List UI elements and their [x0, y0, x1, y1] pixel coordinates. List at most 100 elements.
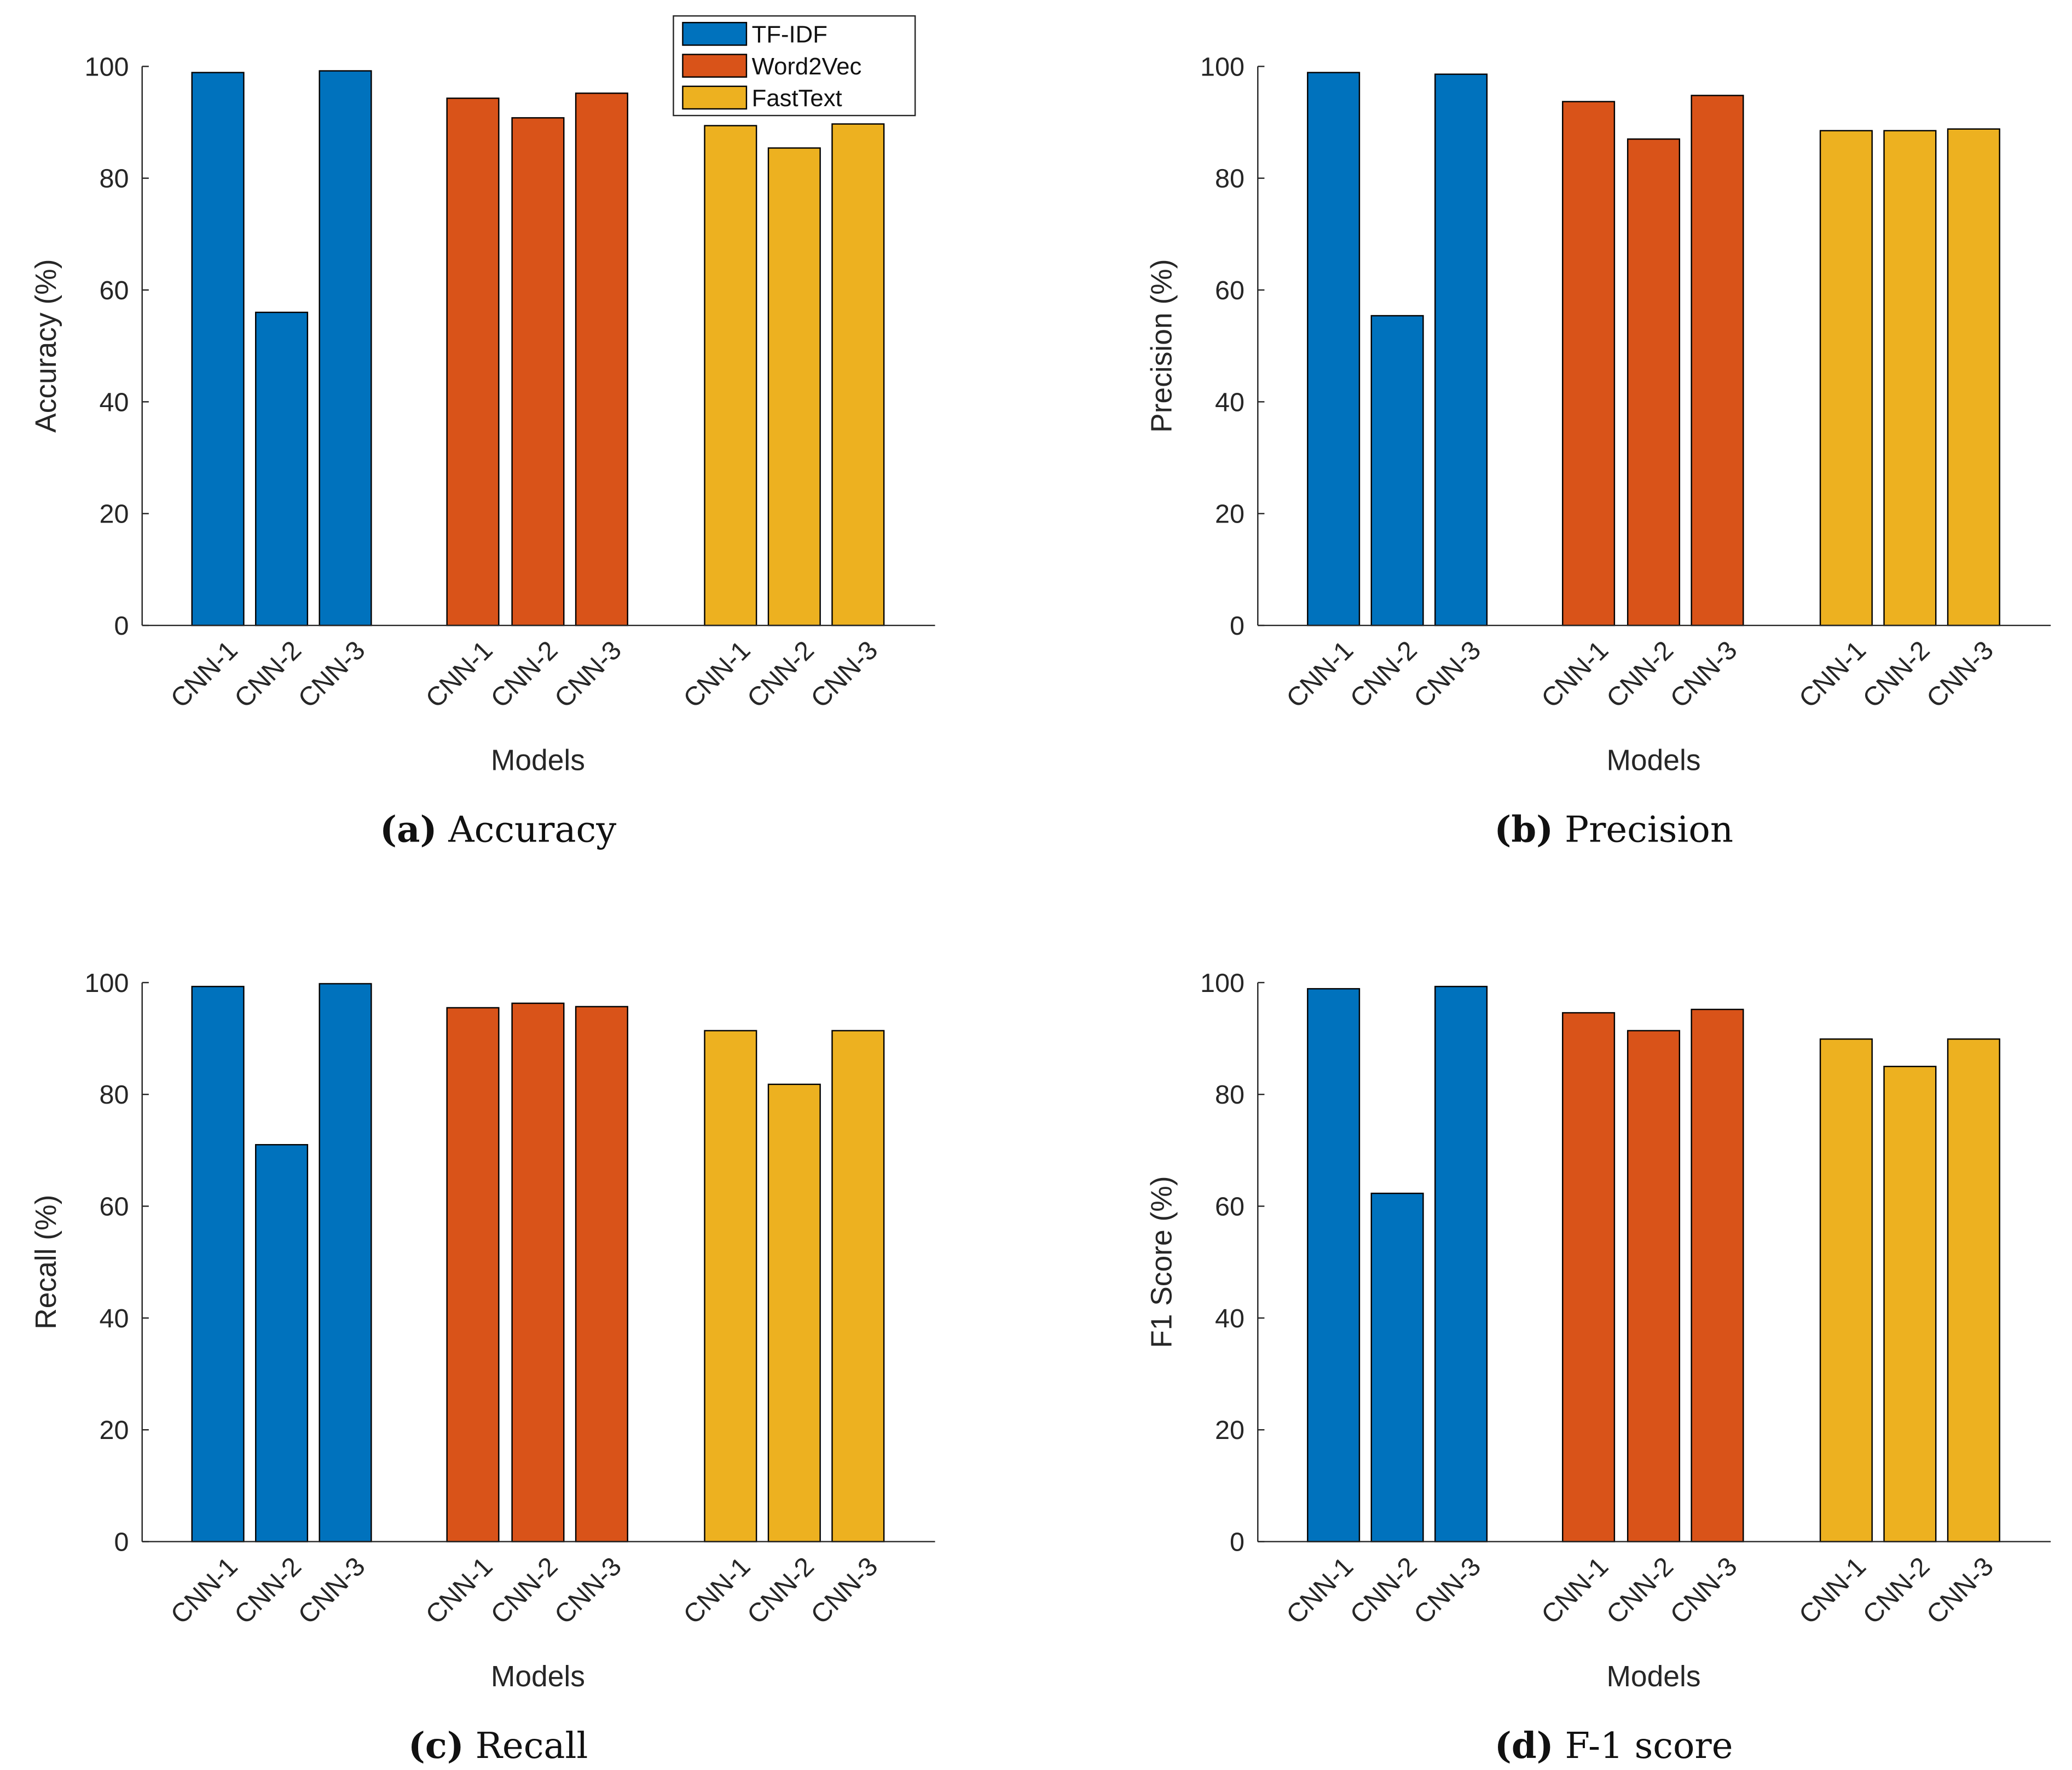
bar-fasttext-cnn-2: FastText CNN-2: 81.8 — [767, 1083, 821, 1542]
bar-tf-idf-cnn-2: TF-IDF CNN-2: 55.4 — [1370, 315, 1424, 626]
chart-3: TF-IDF CNN-1: 99.3 CNN-1 TF-IDF CNN-2: 71 C… — [30, 968, 935, 1767]
y-tick-label: 0 — [1230, 1528, 1245, 1557]
chart-caption: (a) Accuracy — [380, 809, 616, 851]
bar-word2vec-cnn-1: Word2Vec CNN-1: 94.3 — [446, 97, 500, 626]
chart-2: TF-IDF CNN-1: 98.9 CNN-1 TF-IDF CNN-2: 55.… — [1146, 52, 2051, 851]
x-tick-label: CNN-3 — [1665, 635, 1743, 713]
y-tick-label: 40 — [99, 1304, 129, 1333]
chart-4: TF-IDF CNN-1: 98.9CNN-1TF-IDF CNN-2: 62.… — [1146, 968, 2051, 1767]
x-tick-label: CNN-3 — [805, 1552, 883, 1630]
bar-fasttext-cnn-2: FastText CNN-2: 88.5 — [1883, 130, 1937, 626]
x-tick-label: CNN-3 — [1408, 1552, 1486, 1630]
y-axis-label: F1 Score (%) — [1146, 1176, 1178, 1348]
bar-tf-idf-cnn-3: TF-IDF CNN-3: 99.8 — [319, 983, 372, 1542]
bar-tf-idf-cnn-1: TF-IDF CNN-1: 98.9 — [191, 72, 245, 626]
bar-word2vec-cnn-3: Word2Vec CNN-3: 95.2 — [575, 92, 628, 626]
x-tick-label: CNN-3 — [293, 1552, 371, 1630]
bar-tf-idf-cnn-3: TF-IDF CNN-3: 99.2 — [319, 70, 372, 626]
y-tick-label: 80 — [1215, 1080, 1245, 1110]
legend: TF-IDF Word2Vec FastText — [673, 15, 916, 117]
x-tick-label: CNN-3 — [805, 635, 883, 713]
bar-tf-idf-cnn-2: TF-IDF CNN-2: 71 — [255, 1144, 309, 1542]
x-axis-label: Models — [491, 745, 585, 777]
x-tick-label: CNN-2 — [1601, 635, 1679, 713]
x-tick-label: CNN-2 — [229, 1552, 307, 1630]
legend-label: Word2Vec — [752, 53, 862, 80]
x-tick-label: CNN-2 — [1345, 635, 1423, 713]
y-tick-label: 100 — [85, 968, 129, 998]
bar-word2vec-cnn-1: Word2Vec CNN-1: 95.5 — [446, 1007, 500, 1542]
x-tick-label: CNN-3 — [1921, 635, 1999, 713]
bar-fasttext-cnn-3: FastText CNN-3: 89.9 — [1947, 1038, 2000, 1542]
y-tick-label: 0 — [1230, 611, 1245, 641]
chart-caption: (b) Precision — [1494, 809, 1733, 851]
y-tick-label: 80 — [99, 1080, 129, 1110]
legend-label: FastText — [752, 85, 842, 112]
caption-text: Precision — [1553, 809, 1733, 851]
y-tick-label: 60 — [99, 1192, 129, 1222]
y-axis-label: Accuracy (%) — [30, 259, 62, 433]
x-tick-label: CNN-2 — [742, 635, 820, 713]
x-tick-label: CNN-1 — [165, 635, 244, 713]
caption-tag: (a) — [380, 809, 437, 851]
x-tick-label: CNN-3 — [1921, 1552, 1999, 1630]
y-tick-label: 40 — [99, 387, 129, 417]
y-tick-label: 20 — [99, 1415, 129, 1445]
y-tick-label: 20 — [1215, 1415, 1245, 1445]
x-axis-label: Models — [491, 1661, 585, 1693]
bar-fasttext-cnn-2: FastText CNN-2: 85 — [1883, 1065, 1937, 1542]
y-tick-label: 100 — [85, 52, 129, 82]
y-tick-label: 20 — [1215, 500, 1245, 529]
chart-caption: (d) F-1 score — [1495, 1725, 1733, 1767]
bar-word2vec-cnn-3: Word2Vec CNN-3: 95.7 — [575, 1006, 628, 1542]
y-tick-label: 100 — [1200, 968, 1245, 998]
x-axis-label: Models — [1606, 745, 1700, 777]
bar-fasttext-cnn-1: FastText CNN-1: 89.9 — [1819, 1038, 1873, 1542]
x-tick-label: CNN-2 — [485, 1552, 564, 1630]
caption-text: Recall — [464, 1725, 588, 1767]
bar-word2vec-cnn-2: Word2Vec CNN-2: 91.4 — [1627, 1030, 1681, 1542]
y-tick-label: 60 — [99, 276, 129, 305]
y-tick-label: 100 — [1200, 52, 1245, 82]
bar-tf-idf-cnn-1: TF-IDF CNN-1: 98.9 — [1307, 72, 1361, 626]
x-tick-label: CNN-3 — [293, 635, 371, 713]
x-tick-label: CNN-1 — [1281, 1552, 1359, 1630]
y-tick-label: 80 — [1215, 164, 1245, 194]
y-tick-label: 60 — [1215, 1192, 1245, 1222]
bar-fasttext-cnn-1: FastText CNN-1: 91.4 — [704, 1030, 757, 1542]
y-axis-label: Precision (%) — [1146, 259, 1178, 433]
bar-word2vec-cnn-1: Word2Vec CNN-1: 93.7 — [1562, 101, 1616, 626]
legend-swatch — [682, 54, 748, 78]
bar-word2vec-cnn-2: Word2Vec CNN-2: 87 — [1627, 138, 1681, 626]
x-tick-label: CNN-1 — [678, 1552, 756, 1630]
bar-word2vec-cnn-2: Word2Vec CNN-2: 96.3 — [511, 1002, 565, 1542]
caption-text: Accuracy — [437, 809, 616, 851]
y-tick-label: 40 — [1215, 1304, 1245, 1333]
x-tick-label: CNN-1 — [1793, 635, 1872, 713]
x-tick-label: CNN-1 — [1793, 1552, 1872, 1630]
caption-tag: (b) — [1494, 809, 1553, 851]
x-tick-label: CNN-2 — [1345, 1552, 1423, 1630]
bar-word2vec-cnn-3: Word2Vec CNN-3: 95.2 — [1691, 1008, 1744, 1542]
bar-tf-idf-cnn-3: TF-IDF CNN-3: 99.3 — [1434, 985, 1488, 1542]
bar-fasttext-cnn-3: FastText CNN-3: 89.7 — [831, 123, 885, 626]
x-tick-label: CNN-3 — [549, 1552, 627, 1630]
y-tick-label: 40 — [1215, 387, 1245, 417]
bar-fasttext-cnn-2: FastText CNN-2: 85.4 — [767, 147, 821, 626]
chart-caption: (c) Recall — [408, 1725, 588, 1767]
x-tick-label: CNN-2 — [1857, 1552, 1935, 1630]
bar-tf-idf-cnn-2: TF-IDF CNN-2: 62.3 — [1370, 1192, 1424, 1542]
y-axis-label: Recall (%) — [30, 1195, 62, 1330]
x-tick-label: CNN-2 — [485, 635, 564, 713]
x-tick-label: CNN-3 — [1408, 635, 1486, 713]
x-axis-label: Models — [1606, 1661, 1700, 1693]
bar-word2vec-cnn-1: Word2Vec CNN-1: 94.6 — [1562, 1012, 1616, 1542]
x-tick-label: CNN-1 — [420, 635, 499, 713]
x-tick-label: CNN-2 — [1601, 1552, 1679, 1630]
bar-tf-idf-cnn-1: TF-IDF CNN-1: 98.9 — [1307, 988, 1361, 1542]
chart-1: TF-IDF CNN-1: 98.9CNN-1TF-IDF CNN-2: 56C… — [30, 15, 935, 851]
bar-tf-idf-cnn-1: TF-IDF CNN-1: 99.3 — [191, 985, 245, 1542]
bar-fasttext-cnn-1: FastText CNN-1: 89.4 — [704, 125, 757, 626]
bar-fasttext-cnn-3: FastText CNN-3: 88.8 — [1947, 128, 2000, 626]
bar-fasttext-cnn-3: FastText CNN-3: 91.4 — [831, 1030, 885, 1542]
